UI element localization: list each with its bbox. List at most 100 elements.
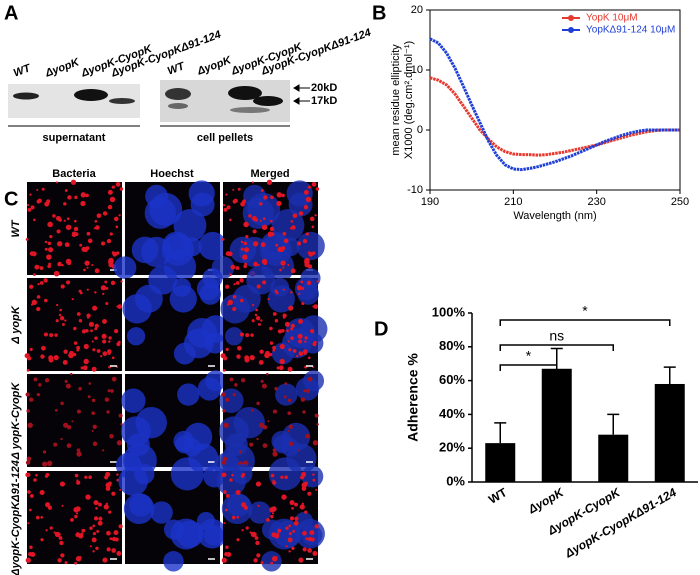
bacterium — [83, 343, 89, 350]
bacterium — [260, 561, 264, 565]
bacterium — [279, 343, 285, 350]
bacterium — [316, 423, 319, 426]
bacterium — [222, 472, 227, 477]
bacterium — [264, 352, 270, 359]
bacterium — [64, 379, 68, 383]
bacterium — [54, 333, 58, 337]
bacterium — [275, 291, 279, 295]
bacterium — [54, 531, 61, 538]
bacterium — [284, 382, 288, 385]
bacterium — [276, 192, 282, 198]
bacterium — [92, 524, 96, 528]
bacterium — [74, 514, 78, 519]
bacterium — [66, 280, 71, 285]
bacterium — [280, 260, 286, 266]
nucleus — [286, 180, 313, 207]
bacterium — [232, 199, 237, 204]
bacterium — [49, 333, 54, 338]
bacterium — [91, 429, 94, 432]
lane-label: WT — [166, 60, 187, 78]
bacterium — [263, 195, 268, 200]
bacterium — [312, 440, 319, 446]
bacterium — [269, 226, 275, 232]
bacterium — [304, 257, 310, 264]
bacterium — [102, 351, 108, 356]
bacterium — [39, 266, 44, 270]
bacterium — [78, 533, 84, 539]
bacterium — [26, 472, 31, 477]
bacterium — [108, 257, 114, 264]
bacterium — [76, 480, 81, 485]
bacterium — [257, 504, 260, 507]
row-label: Δ yopK — [10, 305, 22, 345]
bacterium — [307, 548, 312, 553]
bacterium — [25, 460, 31, 465]
bacterium — [267, 232, 273, 238]
bacterium — [300, 280, 304, 284]
bacterium — [316, 280, 319, 283]
nucleus — [173, 430, 195, 452]
bacterium — [114, 328, 119, 334]
bacterium — [42, 461, 48, 467]
bacterium — [303, 189, 309, 195]
bacterium — [254, 217, 258, 222]
bacterium — [29, 545, 33, 550]
bacterium — [81, 528, 86, 533]
bacterium — [282, 266, 285, 269]
nucleus — [271, 342, 294, 365]
bacterium — [88, 382, 92, 385]
bacterium — [94, 219, 98, 223]
bacterium — [59, 316, 65, 321]
bacterium — [305, 434, 310, 439]
lane-label: ΔyopK — [195, 54, 234, 78]
bacterium — [259, 202, 263, 206]
bacterium — [244, 262, 248, 266]
bacterium — [31, 299, 38, 306]
bacterium — [294, 516, 299, 521]
bacterium — [47, 241, 52, 246]
bacterium — [258, 323, 261, 326]
bacterium — [302, 410, 306, 414]
bacterium — [267, 297, 270, 301]
bacterium — [254, 536, 259, 540]
bacterium — [299, 504, 305, 510]
bacterium — [102, 211, 108, 216]
bacterium — [276, 366, 280, 370]
bacterium — [275, 243, 279, 247]
bacterium — [241, 529, 244, 532]
bacterium — [249, 442, 254, 447]
nucleus — [150, 501, 173, 524]
bacterium — [33, 218, 36, 222]
bacterium — [314, 413, 319, 418]
column-header: Merged — [250, 168, 289, 180]
bacterium — [92, 424, 97, 429]
bacterium — [57, 558, 62, 563]
bacterium — [289, 227, 292, 230]
bacterium — [34, 264, 40, 270]
bacterium — [307, 264, 313, 269]
row-label: Δ yopK-CyopK — [10, 382, 22, 461]
bacterium — [311, 181, 317, 187]
bacterium — [302, 547, 307, 552]
bacterium — [58, 313, 62, 317]
bacterium — [274, 319, 279, 323]
bacterium — [254, 313, 258, 317]
bacterium — [256, 437, 259, 441]
bacterium — [232, 306, 237, 312]
bacterium — [85, 193, 89, 198]
bacterium — [40, 515, 44, 519]
bacterium — [116, 440, 123, 446]
x-axis-label: Wavelength (nm) — [513, 210, 596, 222]
bacterium — [248, 214, 252, 218]
bacterium — [304, 510, 308, 514]
y-tick-label: 60% — [439, 372, 465, 387]
bacterium — [288, 531, 293, 536]
bacterium — [301, 286, 305, 290]
bacterium — [255, 481, 261, 487]
bacterium — [290, 327, 294, 331]
lane-label: ΔyopK — [43, 56, 82, 80]
bacterium — [35, 473, 38, 477]
bacterium — [49, 526, 53, 530]
bacterium — [303, 204, 309, 210]
legend-marker — [568, 15, 574, 21]
